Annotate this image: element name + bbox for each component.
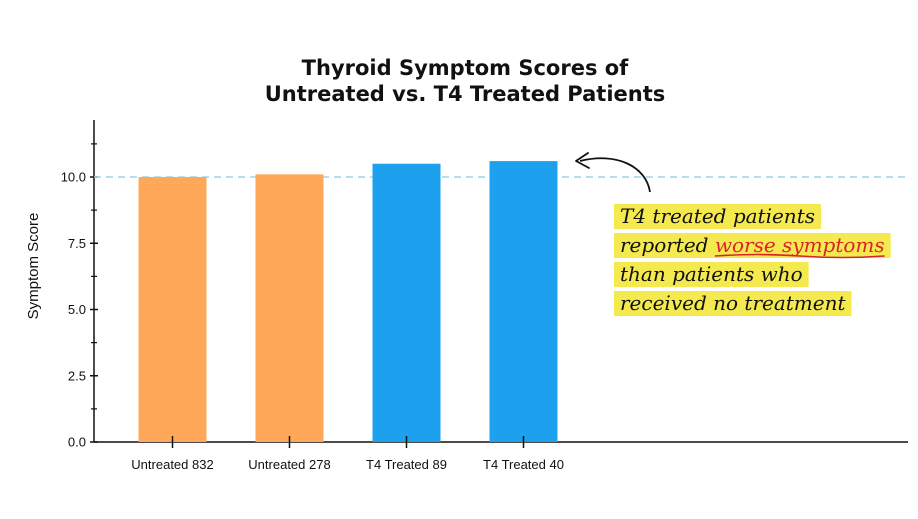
y-tick-label: 2.5 [68, 368, 86, 383]
annotation-text: reported [620, 233, 715, 257]
annotation-highlight [614, 262, 809, 287]
annotation-text: received no treatment [620, 291, 846, 315]
annotation-highlight [614, 204, 821, 229]
bar [489, 161, 558, 442]
bar [138, 177, 207, 442]
annotation-arrow [579, 157, 651, 193]
y-tick-label: 10.0 [61, 170, 86, 185]
x-tick-label: Untreated 832 [131, 457, 213, 472]
y-axis-label: Symptom Score [25, 213, 42, 320]
annotation-line: reported worse symptoms [620, 233, 885, 257]
annotation-line: than patients who [620, 262, 803, 286]
chart-title-line-1: Thyroid Symptom Scores of [302, 56, 630, 80]
bar [372, 163, 441, 442]
annotation-line: T4 treated patients [620, 204, 815, 228]
chart-title-line-2: Untreated vs. T4 Treated Patients [265, 82, 666, 106]
annotation-highlight [614, 291, 852, 316]
annotation: T4 treated patients reported worse sympto… [575, 152, 891, 316]
plot-area: 0.0 2.5 5.0 7.5 10.0 Untreated 832 Untreated 2… [61, 120, 908, 472]
y-tick-label: 7.5 [68, 236, 86, 251]
annotation-arrowhead [575, 152, 590, 169]
y-tick-label: 5.0 [68, 302, 86, 317]
bar [255, 174, 324, 442]
annotation-text: than patients who [620, 262, 803, 286]
x-tick-label: T4 Treated 89 [366, 457, 447, 472]
annotation-text: T4 treated patients [620, 204, 815, 228]
x-tick-label: T4 Treated 40 [483, 457, 564, 472]
annotation-line: received no treatment [620, 291, 846, 315]
emphasis-underline [714, 253, 885, 259]
annotation-emphasis: worse symptoms [715, 233, 885, 257]
x-tick-label: Untreated 278 [248, 457, 330, 472]
y-tick-label: 0.0 [68, 435, 86, 450]
